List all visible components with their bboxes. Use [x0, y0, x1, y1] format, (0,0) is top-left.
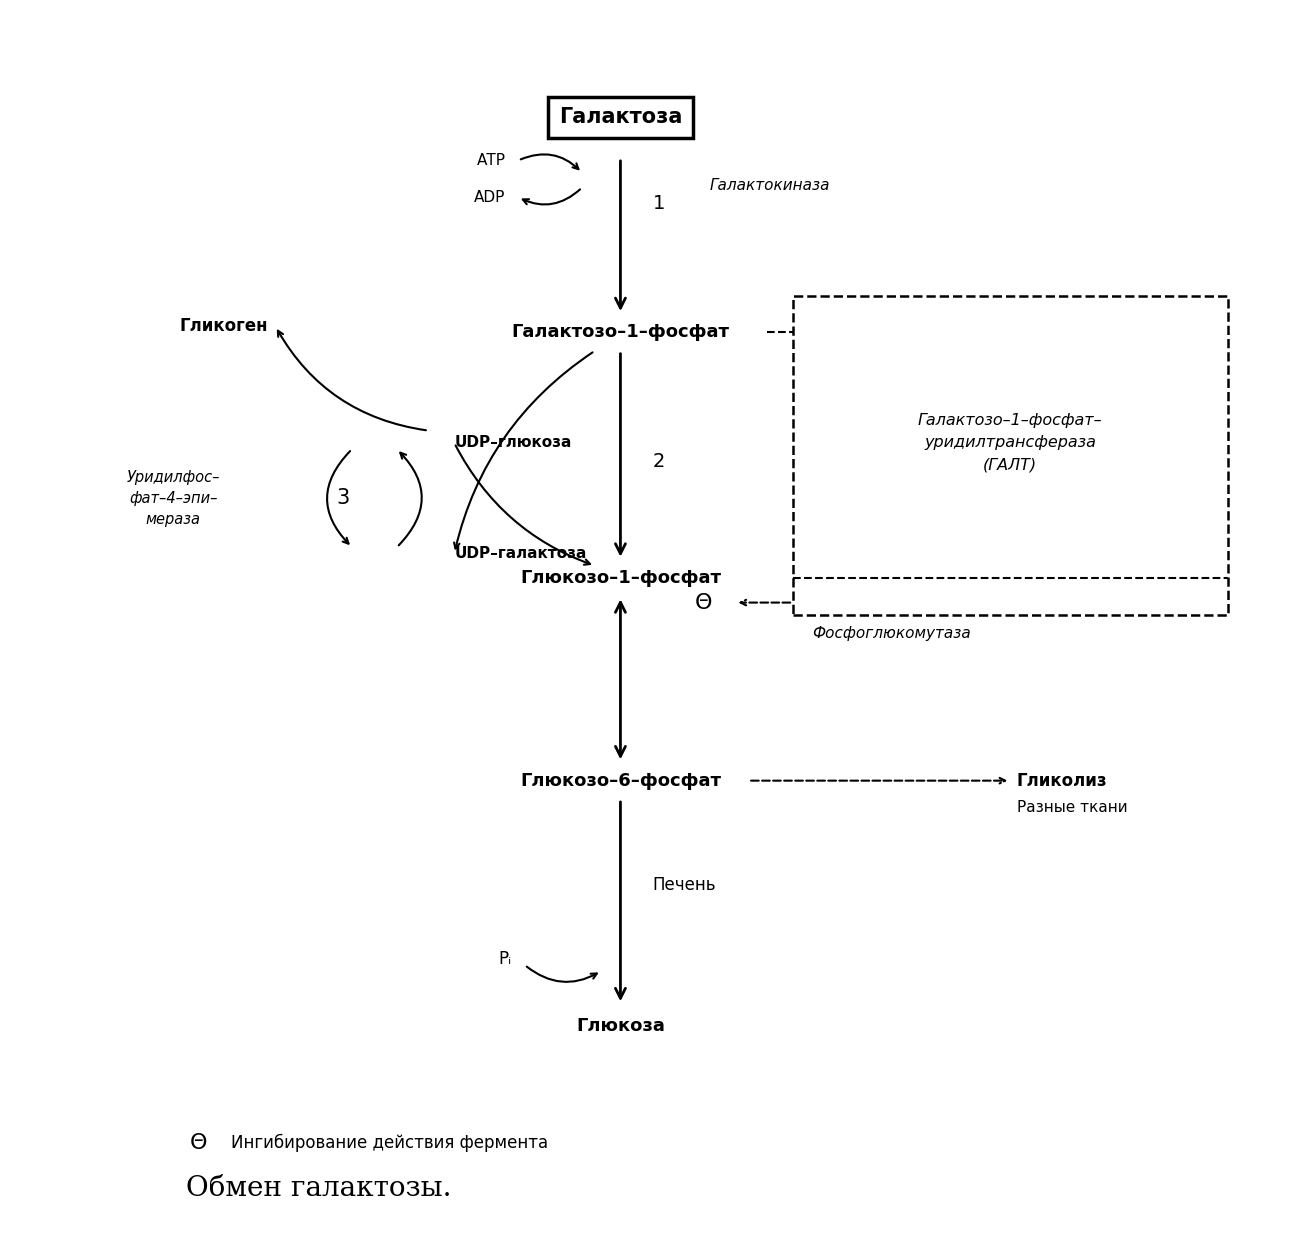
Text: АDP: АDP [474, 190, 505, 205]
Text: Обмен галактозы.: Обмен галактозы. [186, 1175, 451, 1202]
Text: 2: 2 [652, 452, 665, 471]
Text: Глюкозо–6–фосфат: Глюкозо–6–фосфат [519, 771, 721, 790]
Text: Ингибирование действия фермента: Ингибирование действия фермента [230, 1134, 548, 1153]
Text: Разные ткани: Разные ткани [1017, 800, 1128, 815]
Text: Галактоза: Галактоза [558, 108, 682, 128]
Text: Pᵢ: Pᵢ [499, 950, 512, 968]
Text: АТP: АТP [477, 153, 505, 168]
Text: Галактозо–1–фосфат–
уридилтрансфераза
(ГАЛТ): Галактозо–1–фосфат– уридилтрансфераза (Г… [917, 414, 1102, 473]
Text: Глюкоза: Глюкоза [576, 1017, 665, 1036]
Text: Гликолиз: Гликолиз [1017, 771, 1107, 790]
Text: Печень: Печень [652, 876, 716, 894]
Text: UDP–глюкоза: UDP–глюкоза [455, 436, 571, 451]
Text: Уридилфос–
фат–4–эпи–
мераза: Уридилфос– фат–4–эпи– мераза [127, 469, 220, 527]
Text: Θ: Θ [190, 1133, 208, 1153]
Text: UDP–галактоза: UDP–галактоза [455, 546, 587, 561]
Text: 1: 1 [652, 194, 665, 212]
Text: Гликоген: Гликоген [180, 317, 269, 335]
Text: Галактокиназа: Галактокиназа [709, 178, 831, 193]
Text: Галактозо–1–фосфат: Галактозо–1–фосфат [512, 323, 730, 342]
Text: Θ: Θ [695, 592, 712, 612]
Text: Глюкозо–1–фосфат: Глюкозо–1–фосфат [519, 569, 721, 587]
Text: 3: 3 [336, 488, 350, 508]
Text: Фосфоглюкомутаза: Фосфоглюкомутаза [813, 626, 970, 641]
